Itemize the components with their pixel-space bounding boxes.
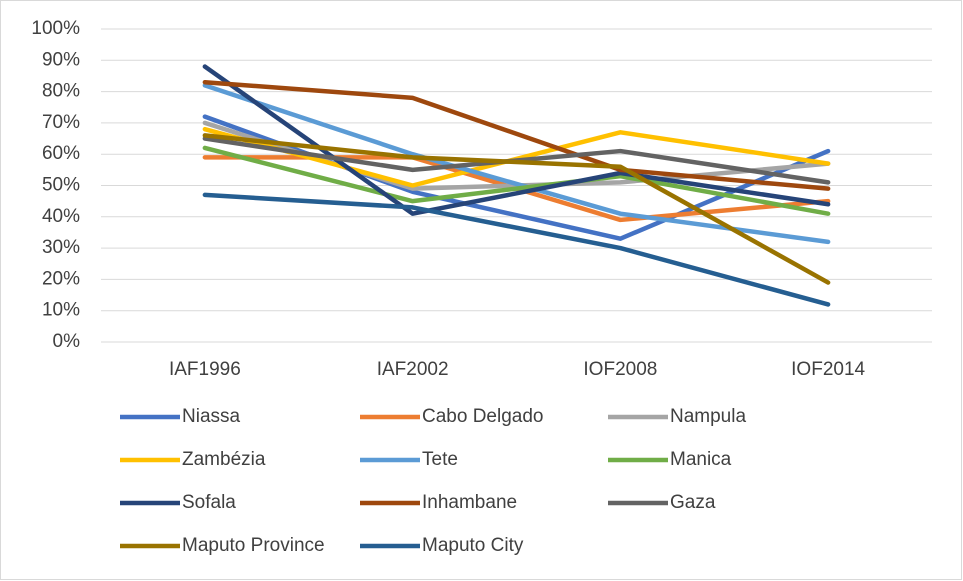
series-line [202, 145, 831, 216]
y-tick-label: 80% [42, 81, 80, 102]
legend-label: Manica [670, 449, 732, 470]
y-tick-label: 40% [42, 206, 80, 227]
y-tick-label: 100% [31, 18, 80, 39]
legend-label: Sofala [182, 492, 236, 513]
series-line [202, 133, 831, 285]
y-tick-label: 10% [42, 300, 80, 321]
series-line [202, 192, 831, 307]
y-tick-label: 50% [42, 175, 80, 196]
x-tick-label: IAF2002 [377, 359, 449, 380]
x-tick-label: IOF2014 [791, 359, 865, 380]
legend-label: Tete [422, 449, 458, 470]
y-tick-label: 0% [53, 331, 81, 352]
legend-label: Gaza [670, 492, 716, 513]
legend-label: Maputo Province [182, 535, 325, 556]
legend-label: Inhambane [422, 492, 517, 513]
series-line [202, 64, 831, 216]
legend-label: Maputo City [422, 535, 524, 556]
y-tick-label: 60% [42, 143, 80, 164]
y-tick-label: 70% [42, 112, 80, 133]
y-tick-label: 30% [42, 237, 80, 258]
y-tick-label: 90% [42, 49, 80, 70]
series-line [202, 79, 831, 191]
legend-label: Niassa [182, 406, 241, 427]
x-tick-label: IAF1996 [169, 359, 241, 380]
legend-label: Zambézia [182, 449, 266, 470]
y-tick-label: 20% [42, 268, 80, 289]
x-tick-label: IOF2008 [583, 359, 657, 380]
series-line [202, 83, 831, 245]
legend-label: Cabo Delgado [422, 406, 543, 427]
legend-label: Nampula [670, 406, 746, 427]
